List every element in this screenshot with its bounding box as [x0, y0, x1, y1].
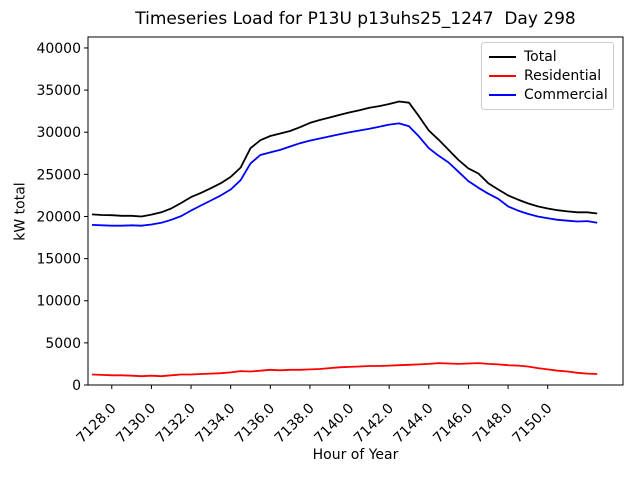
commercial-line-swatch — [489, 94, 516, 97]
svg-text:15000: 15000 — [36, 252, 81, 268]
series-line-commercial — [91, 122, 598, 227]
svg-text:7136.0: 7136.0 — [232, 401, 278, 447]
svg-text:20000: 20000 — [36, 209, 81, 225]
svg-text:40000: 40000 — [36, 41, 81, 57]
series-line-total — [91, 100, 598, 218]
svg-text:7142.0: 7142.0 — [351, 401, 397, 447]
svg-text:7128.0: 7128.0 — [74, 401, 120, 447]
chart-title: Timeseries Load for P13U p13uhs25_1247 D… — [135, 9, 576, 29]
svg-text:25000: 25000 — [36, 167, 81, 183]
legend-item-commercial: Commercial — [489, 87, 608, 104]
legend: Total Residential Commercial — [481, 42, 614, 110]
svg-text:7148.0: 7148.0 — [470, 401, 516, 447]
svg-text:5000: 5000 — [45, 336, 81, 352]
legend-item-total: Total — [489, 49, 606, 65]
svg-text:0: 0 — [72, 378, 81, 394]
series-line-residential — [91, 362, 598, 378]
svg-text:7146.0: 7146.0 — [430, 401, 476, 447]
svg-text:30000: 30000 — [36, 125, 81, 141]
y-axis-label: kW total — [12, 182, 29, 241]
svg-text:7144.0: 7144.0 — [391, 401, 437, 447]
x-axis-ticks: 7128.07130.07132.07134.07136.07138.07140… — [74, 385, 556, 446]
svg-text:35000: 35000 — [36, 83, 81, 99]
x-axis-label: Hour of Year — [312, 447, 399, 463]
svg-text:7132.0: 7132.0 — [153, 401, 199, 447]
residential-line-swatch — [489, 74, 516, 77]
legend-item-residential: Residential — [489, 68, 606, 84]
svg-text:7138.0: 7138.0 — [272, 401, 318, 447]
svg-text:7150.0: 7150.0 — [510, 401, 556, 447]
legend-label-total: Total — [524, 48, 557, 65]
svg-text:7130.0: 7130.0 — [113, 401, 159, 447]
legend-label-residential: Residential — [524, 67, 602, 84]
y-axis-ticks: 0 5000 10000 15000 20000 25000 30000 35000 40000 — [36, 41, 88, 394]
total-line-swatch — [489, 55, 516, 58]
svg-text:7134.0: 7134.0 — [193, 401, 239, 447]
svg-text:7140.0: 7140.0 — [311, 401, 357, 447]
legend-label-commercial: Commercial — [524, 87, 608, 104]
svg-text:10000: 10000 — [36, 294, 81, 310]
